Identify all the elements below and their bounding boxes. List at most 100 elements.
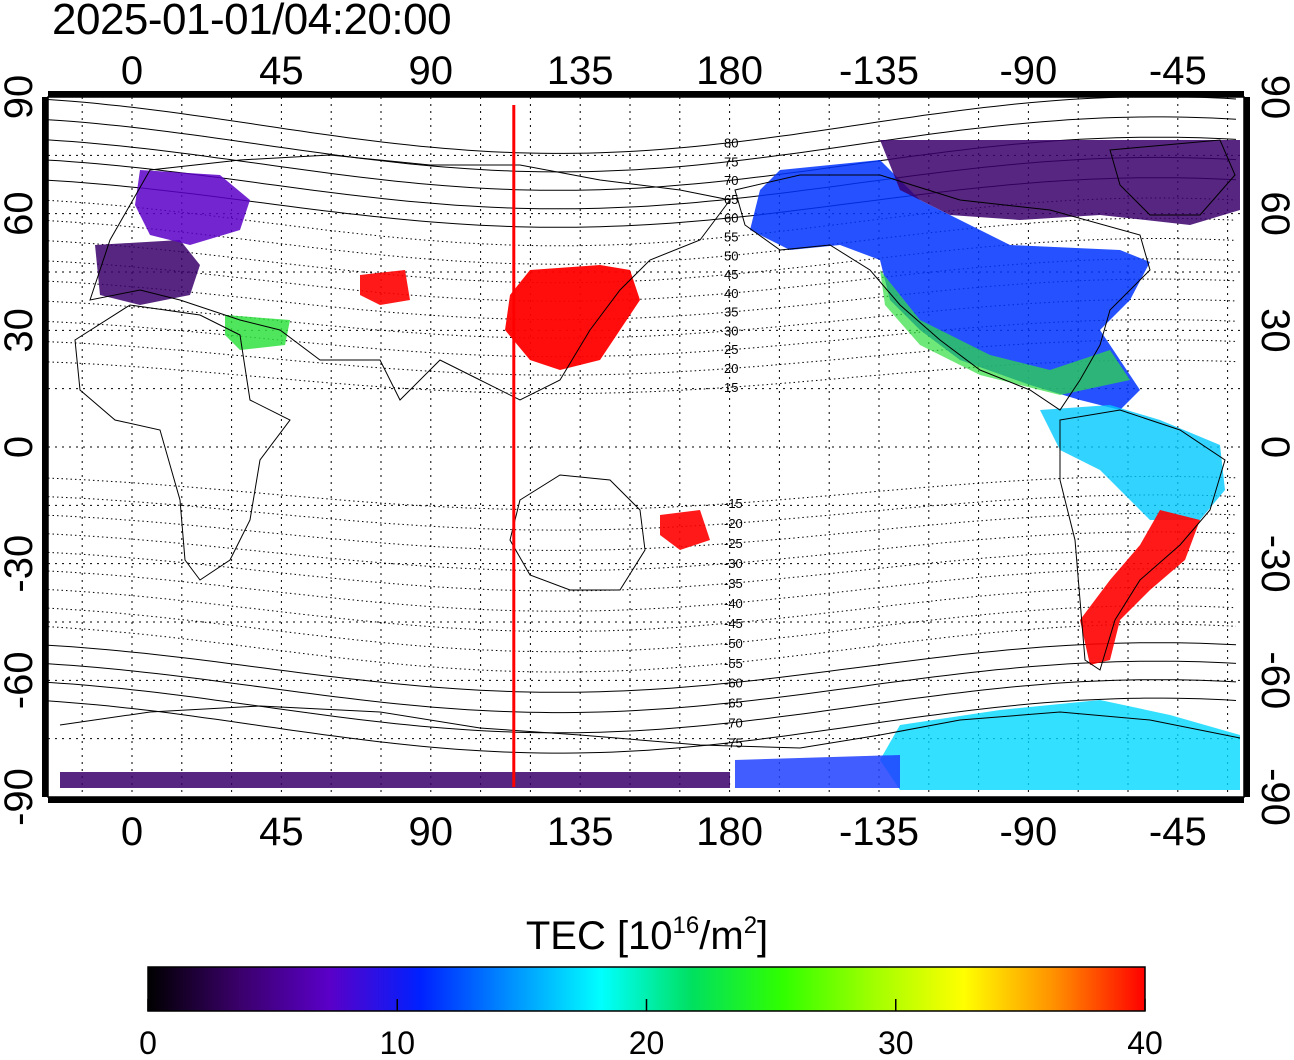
timestamp-title: 2025-01-01/04:20:00 — [52, 0, 452, 44]
lon-tick-label-top: 180 — [696, 49, 763, 93]
contour-label: -15 — [724, 496, 743, 511]
contour-label: 55 — [724, 230, 738, 245]
contour-line — [47, 258, 1237, 302]
colorbar-title-mid: /m — [699, 914, 744, 958]
lon-tick-label-bottom: -90 — [999, 810, 1057, 854]
contour-label: -20 — [724, 516, 743, 531]
lat-tick-label-right: 60 — [1253, 191, 1294, 236]
lon-tick-label-top: 135 — [547, 49, 614, 93]
lat-tick-label-left: -60 — [0, 651, 41, 709]
contour-label: 50 — [724, 248, 738, 263]
lat-tick-label-left: 90 — [0, 75, 41, 120]
contour-label: 45 — [724, 267, 738, 282]
contour-label: -70 — [724, 716, 743, 731]
tec-patch-antarctic-peninsula — [880, 700, 1240, 790]
lon-tick-label-bottom: 180 — [696, 810, 763, 854]
contour-line — [47, 116, 1237, 173]
tec-patch-europe — [95, 240, 200, 305]
tec-map: 8075706560555045403530252015-15-20-25-30… — [0, 49, 1294, 854]
lat-lon-grid — [48, 97, 1244, 797]
contour-label: 15 — [724, 380, 738, 395]
lon-tick-label-bottom: -135 — [839, 810, 919, 854]
contour-line — [47, 605, 1237, 653]
contour-line — [47, 238, 1237, 284]
lat-tick-label-left: 60 — [0, 191, 41, 236]
tec-patch-north-america-rim — [880, 270, 1130, 395]
contour-label: 60 — [724, 211, 738, 226]
contour-label: -35 — [724, 576, 743, 591]
contour-label: 30 — [724, 323, 738, 338]
coastline-south-america — [1059, 409, 1226, 671]
contour-line — [47, 339, 1237, 376]
contour-line — [47, 679, 1237, 734]
contour-line — [47, 697, 1237, 754]
contour-line — [47, 660, 1237, 714]
coastline-africa — [74, 304, 291, 581]
top-axis-bar — [48, 91, 1244, 97]
coastline-north-america — [734, 174, 1151, 411]
contour-label: 40 — [724, 286, 738, 301]
bottom-axis-bar — [48, 797, 1244, 803]
contour-line — [47, 96, 1237, 154]
tec-patch-south-pole-east — [735, 755, 900, 788]
lon-tick-label-bottom: 0 — [121, 810, 143, 854]
contour-label: -40 — [724, 596, 743, 611]
contour-label: 80 — [724, 136, 738, 151]
tec-patch-pacific-south — [660, 510, 710, 550]
coastline-greenland — [1109, 139, 1236, 216]
tec-patch-north-america — [750, 160, 1150, 410]
contour-line — [47, 623, 1237, 673]
lat-tick-label-right: -60 — [1253, 651, 1294, 709]
colorbar-tick-label: 30 — [878, 1025, 914, 1060]
contour-line — [47, 217, 1237, 265]
contour-label: -30 — [724, 556, 743, 571]
tec-patch-east-asia — [505, 265, 640, 370]
contour-label: -75 — [724, 736, 743, 751]
coastline-australia — [509, 474, 646, 591]
lat-tick-label-right: -90 — [1253, 768, 1294, 826]
colorbar: 0 10 20 30 40 — [139, 966, 1163, 1060]
contour-line — [47, 568, 1237, 612]
contour-label: -25 — [724, 536, 743, 551]
tec-patch-south-america-south — [1080, 510, 1200, 665]
left-axis-bar — [42, 97, 48, 797]
colorbar-title-prefix: TEC [10 — [525, 914, 673, 958]
colorbar-title-suffix: ] — [757, 914, 769, 958]
contour-label: 70 — [724, 173, 738, 188]
colorbar-tick-label: 10 — [379, 1025, 415, 1060]
lon-tick-label-top: 45 — [259, 49, 304, 93]
colorbar-title-exp2: 2 — [743, 912, 758, 939]
coastlines — [59, 139, 1241, 749]
contour-line — [47, 642, 1237, 693]
contour-label: 75 — [724, 154, 738, 169]
tec-patches — [60, 140, 1240, 790]
lat-tick-label-right: 30 — [1253, 308, 1294, 353]
colorbar-title: TEC [1016/m2] — [0, 900, 1294, 962]
lon-tick-label-top: -90 — [999, 49, 1057, 93]
lon-tick-label-bottom: 90 — [409, 810, 454, 854]
map-axes: 0 0 45 45 90 90 135 135 180 180 -135 -135 -90 -90 -45 -… — [0, 49, 1294, 854]
tec-patch-scandinavia — [135, 170, 250, 245]
lat-tick-label-left: 30 — [0, 308, 41, 353]
tec-patch-south-pole-strip — [60, 772, 730, 788]
lon-tick-label-bottom: 45 — [259, 810, 304, 854]
lon-tick-label-bottom: 135 — [547, 810, 614, 854]
contour-line — [47, 512, 1237, 551]
colorbar-tick-label: 0 — [139, 1025, 157, 1060]
right-axis-bar — [1244, 97, 1250, 797]
contour-label: 25 — [724, 342, 738, 357]
lat-tick-label-left: 0 — [0, 436, 41, 458]
tec-patch-south-america-north — [1040, 405, 1225, 520]
contour-label: 35 — [724, 305, 738, 320]
contour-line — [47, 278, 1237, 321]
contour-label: 20 — [724, 361, 738, 376]
tec-patch-arctic-canada — [880, 140, 1240, 225]
contour-label: -45 — [724, 616, 743, 631]
contour-line — [47, 549, 1237, 592]
colorbar-tick-label: 20 — [629, 1025, 665, 1060]
contour-line — [47, 475, 1237, 511]
lat-tick-label-right: -30 — [1253, 535, 1294, 593]
coastline-antarctica — [59, 705, 1241, 749]
contour-label: -55 — [724, 656, 743, 671]
colorbar-ticks: 0 10 20 30 40 — [139, 999, 1163, 1060]
